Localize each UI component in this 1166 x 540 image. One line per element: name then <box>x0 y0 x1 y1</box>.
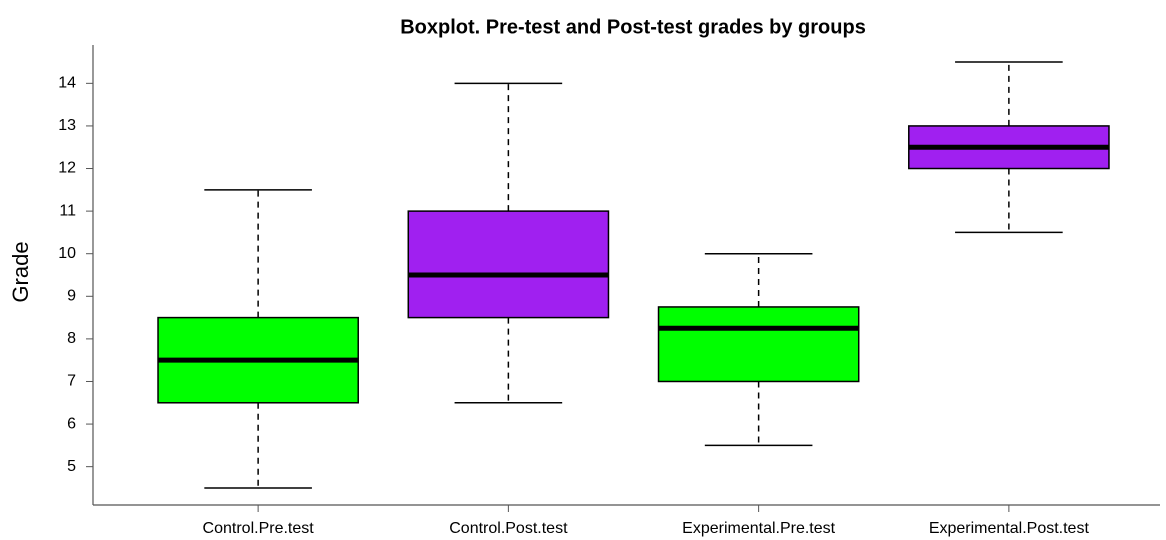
x-tick-label: Control.Pre.test <box>203 520 315 537</box>
y-tick-label: 8 <box>67 330 76 347</box>
x-tick-label: Control.Post.test <box>449 520 568 537</box>
x-tick-label: Experimental.Post.test <box>929 520 1090 537</box>
y-tick-label: 5 <box>67 458 76 475</box>
y-tick-label: 6 <box>67 415 76 432</box>
box <box>657 306 860 383</box>
y-tick-label: 9 <box>67 288 76 305</box>
y-tick-label: 12 <box>58 160 76 177</box>
box <box>407 210 610 319</box>
y-tick-label: 10 <box>58 245 76 262</box>
y-tick-label: 7 <box>67 373 76 390</box>
y-axis-label: Grade <box>8 241 33 302</box>
y-tick-label: 13 <box>58 117 76 134</box>
x-tick-label: Experimental.Pre.test <box>682 520 836 537</box>
y-tick-label: 14 <box>58 75 76 92</box>
chart-title: Boxplot. Pre-test and Post-test grades b… <box>400 16 866 38</box>
y-tick-label: 11 <box>59 202 76 219</box>
